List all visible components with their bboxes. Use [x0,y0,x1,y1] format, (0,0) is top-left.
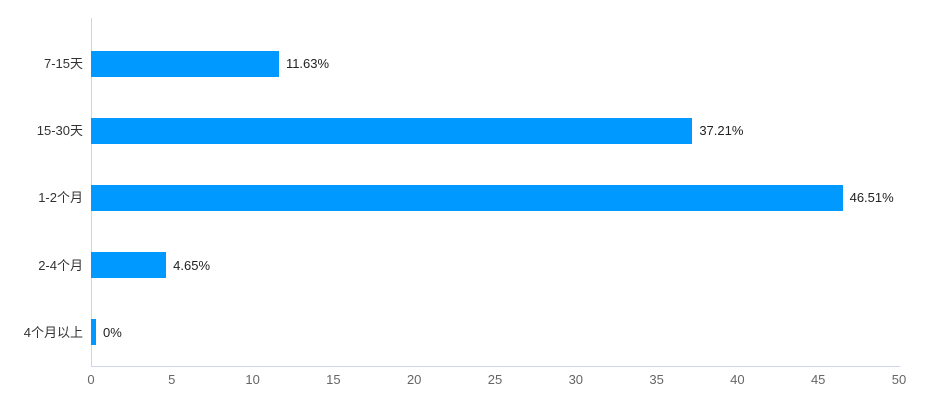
x-tick-label: 5 [168,372,176,387]
bar-row: 1-2个月 46.51% [38,164,899,231]
plot-area: 7-15天 11.63% 15-30天 37.21% 1-2个月 46.51% … [24,30,899,366]
x-tick-label: 50 [891,372,907,387]
bar[interactable] [91,184,843,211]
x-tick-label: 20 [406,372,422,387]
x-tick-label: 45 [810,372,826,387]
value-label: 46.51% [849,190,894,206]
value-label: 0% [103,324,122,340]
bar-row: 7-15天 11.63% [44,30,899,97]
bar[interactable] [91,252,167,279]
bar[interactable] [91,117,693,144]
category-label: 7-15天 [43,56,83,72]
category-label: 1-2个月 [38,190,83,206]
x-tick-label: 25 [487,372,503,387]
value-label: 11.63% [285,56,330,72]
x-tick-label: 0 [87,372,95,387]
bar-row: 4个月以上 0% [24,299,899,366]
bar-row: 15-30天 37.21% [37,97,899,164]
bar[interactable] [91,50,279,77]
bar[interactable] [91,319,96,346]
x-tick-label: 10 [245,372,260,387]
value-label: 37.21% [699,123,744,139]
bar-row: 2-4个月 4.65% [38,232,899,299]
category-label: 2-4个月 [38,257,83,273]
x-tick-label: 40 [730,372,745,387]
x-tick-label: 30 [568,372,584,387]
x-axis-tick-labels: 0 5 10 15 20 25 30 35 40 45 50 [0,373,927,393]
category-label: 4个月以上 [23,324,83,340]
value-label: 4.65% [173,257,211,273]
x-tick-label: 35 [649,372,664,387]
x-axis-line [91,366,900,367]
category-label: 15-30天 [36,123,83,139]
x-tick-label: 15 [326,372,341,387]
